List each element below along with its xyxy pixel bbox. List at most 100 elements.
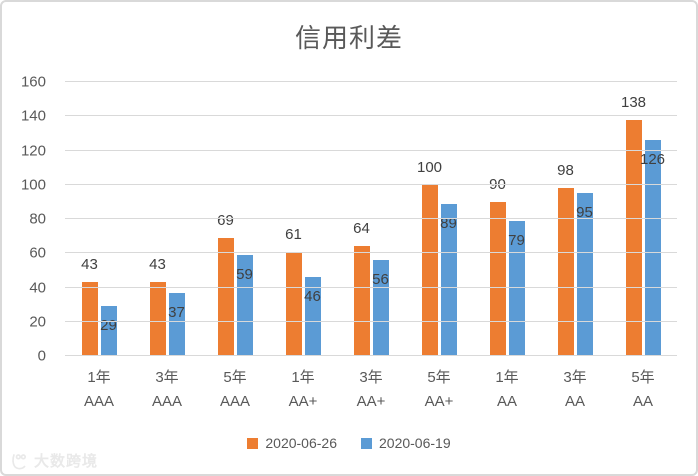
legend-swatch-icon xyxy=(361,437,372,449)
bar: 46 xyxy=(304,277,321,356)
data-label: 138 xyxy=(620,93,647,111)
bar-group: 98 95 xyxy=(541,82,609,356)
x-category-term: 5年 xyxy=(427,369,451,386)
bar: 43 xyxy=(81,256,98,356)
x-category-term: 5年 xyxy=(223,369,247,386)
bar: 37 xyxy=(168,292,185,356)
gridline xyxy=(65,183,677,185)
bar-group: 69 59 xyxy=(201,82,269,356)
data-label: 98 xyxy=(557,162,574,180)
bar-group: 64 56 xyxy=(337,82,405,356)
x-category-rating: AAA xyxy=(151,393,182,410)
x-category-term: 1年 xyxy=(87,369,111,386)
x-category-label: 3年 AA xyxy=(541,366,609,414)
data-label: 79 xyxy=(508,231,525,249)
gridline xyxy=(65,149,677,151)
gridline xyxy=(65,320,677,322)
watermark-logo-icon xyxy=(12,453,27,469)
x-category-term: 5年 xyxy=(631,369,655,386)
y-tick-label: 40 xyxy=(29,279,46,296)
x-category-rating: AAA xyxy=(219,393,250,410)
y-tick-label: 20 xyxy=(29,313,46,331)
x-category-label: 3年 AA+ xyxy=(337,366,405,414)
gridline xyxy=(65,286,677,288)
legend-label: 2020-06-26 xyxy=(265,435,337,451)
data-label: 59 xyxy=(236,265,253,283)
x-category-term: 1年 xyxy=(291,369,315,386)
y-tick-label: 140 xyxy=(20,107,46,125)
x-category-term: 1年 xyxy=(495,369,519,386)
x-category-label: 1年 AA xyxy=(473,366,541,414)
bar: 90 xyxy=(489,176,506,356)
y-tick-label: 80 xyxy=(29,210,46,228)
bar-group: 43 37 xyxy=(133,82,201,356)
x-category-rating: AAA xyxy=(83,393,114,410)
bar: 29 xyxy=(100,306,117,356)
x-category-label: 1年 AAA xyxy=(65,366,133,414)
watermark-text: 大数跨境 xyxy=(34,453,99,470)
x-category-rating: AA xyxy=(564,393,585,410)
legend-label: 2020-06-19 xyxy=(379,435,451,451)
data-label: 43 xyxy=(149,256,166,274)
x-axis-baseline xyxy=(65,355,677,356)
bar-group: 43 29 xyxy=(65,82,133,356)
x-category-rating: AA xyxy=(496,393,517,410)
data-label: 56 xyxy=(372,271,389,289)
bar: 95 xyxy=(576,193,593,356)
y-tick-label: 120 xyxy=(20,142,46,159)
bar: 69 xyxy=(217,212,234,356)
gridline xyxy=(65,218,677,219)
bar: 43 xyxy=(149,256,166,356)
chart-title: 信用利差 xyxy=(294,23,403,53)
data-label: 126 xyxy=(639,151,666,169)
x-category-term: 3年 xyxy=(155,369,179,386)
y-axis: 0 20 40 60 80 100 120 140 160 xyxy=(2,74,50,365)
bar: 56 xyxy=(372,260,389,356)
bar-group: 138 126 xyxy=(609,82,677,356)
plot-area: 43 29 43 37 69 59 61 46 64 56 100 89 90 79 98 95 138 126 xyxy=(65,81,677,356)
legend-swatch-icon xyxy=(247,437,259,449)
y-tick-label: 0 xyxy=(37,347,46,365)
data-label: 37 xyxy=(168,303,185,321)
bar: 64 xyxy=(353,220,370,356)
gridline xyxy=(65,81,677,82)
data-label: 61 xyxy=(285,225,302,243)
bar-groups: 43 29 43 37 69 59 61 46 64 56 100 89 90 79 98 95 138 126 xyxy=(65,82,677,356)
y-tick-label: 60 xyxy=(29,244,46,262)
legend-item: 2020-06-26 xyxy=(247,435,337,451)
x-category-rating: AA+ xyxy=(356,393,386,410)
gridline xyxy=(65,115,677,117)
bar: 138 xyxy=(621,94,646,356)
x-category-rating: AA+ xyxy=(424,393,454,410)
data-label: 43 xyxy=(81,256,98,274)
x-category-label: 3年 AAA xyxy=(133,366,201,414)
data-label: 95 xyxy=(576,204,593,222)
x-category-label: 5年 AA+ xyxy=(405,366,473,414)
bar: 61 xyxy=(285,226,302,356)
bar: 126 xyxy=(640,140,665,356)
data-label: 100 xyxy=(416,158,443,176)
y-tick-label: 100 xyxy=(20,176,46,194)
x-category-label: 5年 AA xyxy=(609,366,677,414)
x-category-rating: AA xyxy=(632,393,653,410)
x-category-label: 5年 AAA xyxy=(201,366,269,414)
y-tick-label: 160 xyxy=(20,73,46,91)
watermark: 大数跨境 xyxy=(10,450,98,471)
bar: 98 xyxy=(557,162,574,356)
x-category-rating: AA+ xyxy=(288,393,318,410)
bar: 59 xyxy=(236,254,253,356)
legend: 2020-06-26 2020-06-19 xyxy=(2,435,696,451)
gridline xyxy=(65,252,677,254)
x-category-term: 3年 xyxy=(563,369,587,386)
bar: 79 xyxy=(508,220,525,356)
bar-group: 90 79 xyxy=(473,82,541,356)
bar: 89 xyxy=(440,203,457,356)
data-label: 69 xyxy=(217,211,234,229)
x-category-term: 3年 xyxy=(359,369,383,386)
x-category-label: 1年 AA+ xyxy=(269,366,337,414)
bar: 100 xyxy=(417,159,442,356)
bar-group: 61 46 xyxy=(269,82,337,356)
data-label: 46 xyxy=(304,288,321,306)
bar-group: 100 89 xyxy=(405,82,473,356)
data-label: 64 xyxy=(353,220,370,238)
